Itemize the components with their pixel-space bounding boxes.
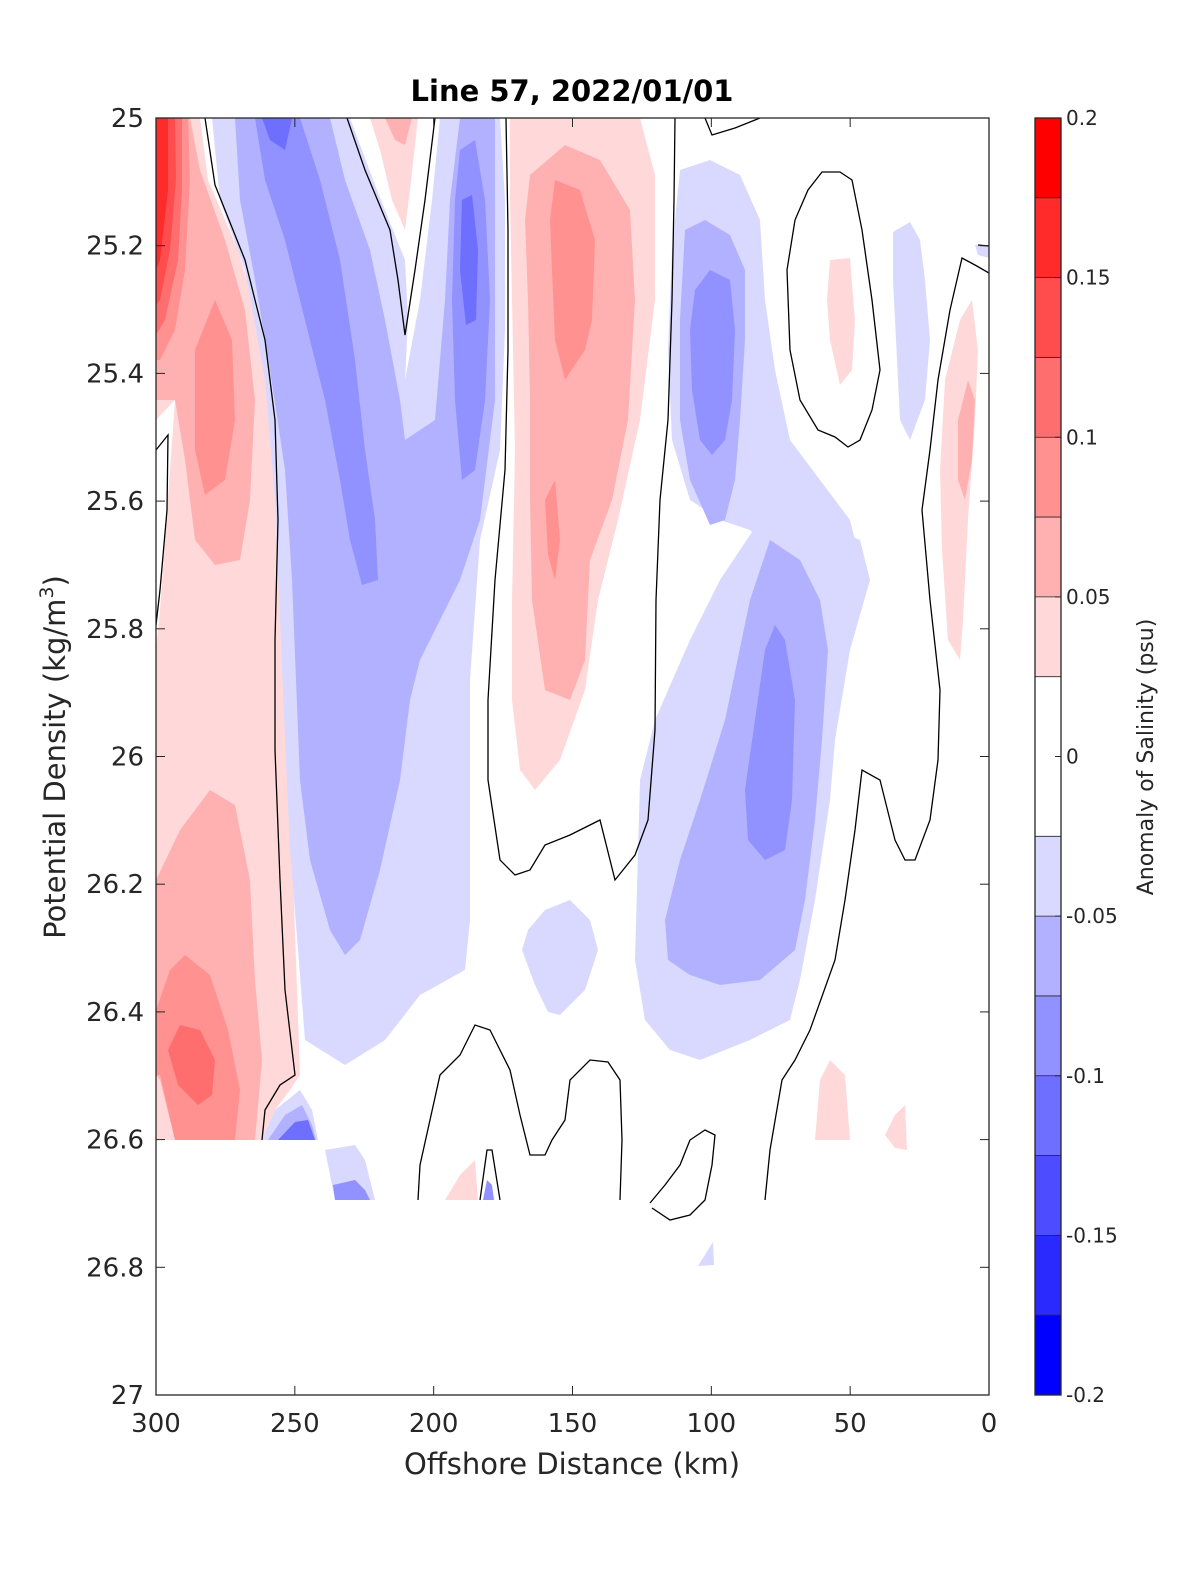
contour-fill-negative-band-core [255,118,378,585]
no-data-region [156,1140,1000,1394]
colorbar-tick-label: 0.1 [1066,425,1098,449]
y-axis-title: Potential Density (kg/m3) [36,575,72,939]
colorbar-band [1035,277,1061,358]
contour-fill-positive-core-c [168,1025,215,1105]
contour-fill-layer [156,118,989,1265]
zero-contour-3 [346,118,436,336]
contour-fill-positive-top-core [385,118,412,145]
contour-fill-nearshore-negative [893,222,930,440]
y-axis-title-superscript: 3 [36,586,58,598]
colorbar-tick-label: -0.1 [1066,1064,1105,1088]
no-data-mask [156,1140,1000,1394]
contour-fill-deep-neg-5 [333,1180,370,1200]
contour-fill-negative-core185-inner [460,195,478,325]
chart-title: Line 57, 2022/01/01 [411,74,734,108]
zero-contour-7 [764,257,989,1201]
y-tick-label: 26 [111,743,144,773]
colorbar-tick-label: 0.15 [1066,266,1111,290]
zero-contour-lines [156,118,989,1221]
colorbar-tick-label: 0.05 [1066,585,1111,609]
y-axis-title-end: ) [38,575,72,586]
x-tick-label: 300 [131,1409,181,1439]
contour-fill-negative-spot-560 [522,900,598,1015]
y-tick-label: 25.8 [86,615,144,645]
contour-fill-negative75-core [745,625,795,860]
y-tick-label: 25.6 [86,487,144,517]
zero-contour-5 [704,118,761,136]
colorbar-band [1035,357,1061,438]
y-axis-title-main: Potential Density (kg/m [38,599,72,939]
colorbar: 0.2 0.15 0.1 0.05 0 -0.05 -0.1 -0.15 -0.2 Anomal… [1034,106,1159,1407]
zero-contour-1 [204,118,296,1141]
y-tick-label: 26.8 [86,1253,144,1283]
contour-fill-negative-band-peak [262,118,292,150]
axes-frame [155,117,990,1396]
contour-fill-positive-core-a [195,300,235,495]
contour-fill-deep-pos-3 [445,1160,478,1200]
x-tick-labels: 300 250 200 150 100 50 0 [131,1409,997,1439]
zero-contour-9 [479,1149,501,1201]
colorbar-band [1035,1155,1061,1236]
x-tick-label: 150 [548,1409,598,1439]
x-tick-label: 50 [834,1409,867,1439]
y-tick-label: 25.2 [86,232,144,262]
y-tick-label: 26.4 [86,998,144,1028]
colorbar-tick-label: -0.2 [1066,1383,1105,1407]
plot-area [155,117,1000,1396]
x-tick-label: 250 [270,1409,320,1439]
contour-fill-negative95-core [690,270,735,455]
y-tick-labels: 25 25.2 25.4 25.6 25.8 26 26.2 26.4 26.6 26.8 27 [86,104,144,1411]
zero-contour-8 [417,1024,623,1201]
colorbar-tick-label: -0.15 [1066,1223,1118,1247]
colorbar-band [1035,995,1061,1076]
contour-fill-positive150-spot [545,480,560,580]
colorbar-band [1035,596,1061,677]
zero-contour-10 [649,1129,716,1221]
y-tick-label: 25 [111,104,144,134]
zero-contour-6 [786,171,881,448]
contour-fill-positive-top [370,118,418,230]
contour-fill-positive-strip-10-core [958,380,975,500]
colorbar-tick-label: 0.2 [1066,106,1098,130]
y-tick-marks [156,117,989,1396]
contour-fill-positive-spot-50 [827,258,855,385]
x-tick-label: 200 [409,1409,459,1439]
zero-contour-2 [156,433,169,626]
x-axis-title: Offshore Distance (km) [404,1447,740,1481]
colorbar-band [1035,1075,1061,1156]
contour-fill-deep-pos-1 [815,1060,850,1140]
colorbar-band [1035,197,1061,278]
y-tick-label: 26.2 [86,870,144,900]
colorbar-band [1035,118,1061,198]
colorbar-band [1035,836,1061,917]
x-tick-label: 100 [687,1409,737,1439]
contour-fill-negative75-mid [665,540,828,985]
y-tick-label: 27 [111,1381,144,1411]
contour-fill-deep-pos-2 [885,1105,907,1150]
contour-fill-positive150-core [550,180,595,380]
colorbar-tick-label: 0 [1066,745,1079,769]
y-tick-label: 25.4 [86,359,144,389]
contour-fill-deep-neg-6 [483,1180,494,1200]
colorbar-band [1035,517,1061,597]
contour-fill-deep-neg-7b [698,1242,714,1266]
colorbar-ticks [1055,117,1061,1396]
contour-fill-strong-4 [156,118,168,270]
colorbar-band [1035,1315,1061,1395]
colorbar-band [1035,916,1061,996]
colorbar-band [1035,437,1061,518]
colorbar-tick-labels: 0.2 0.15 0.1 0.05 0 -0.05 -0.1 -0.15 -0.2 [1066,106,1118,1407]
contour-fill-deep-neg-3 [278,1120,315,1140]
y-tick-label: 26.6 [86,1126,144,1156]
contour-fill-nearshore-negative-b [975,245,989,258]
x-tick-label: 0 [981,1409,998,1439]
colorbar-tick-label: -0.05 [1066,904,1118,928]
zero-contour-4 [487,118,676,882]
colorbar-band [1035,1235,1061,1316]
colorbar-title: Anomaly of Salinity (psu) [1134,619,1159,896]
